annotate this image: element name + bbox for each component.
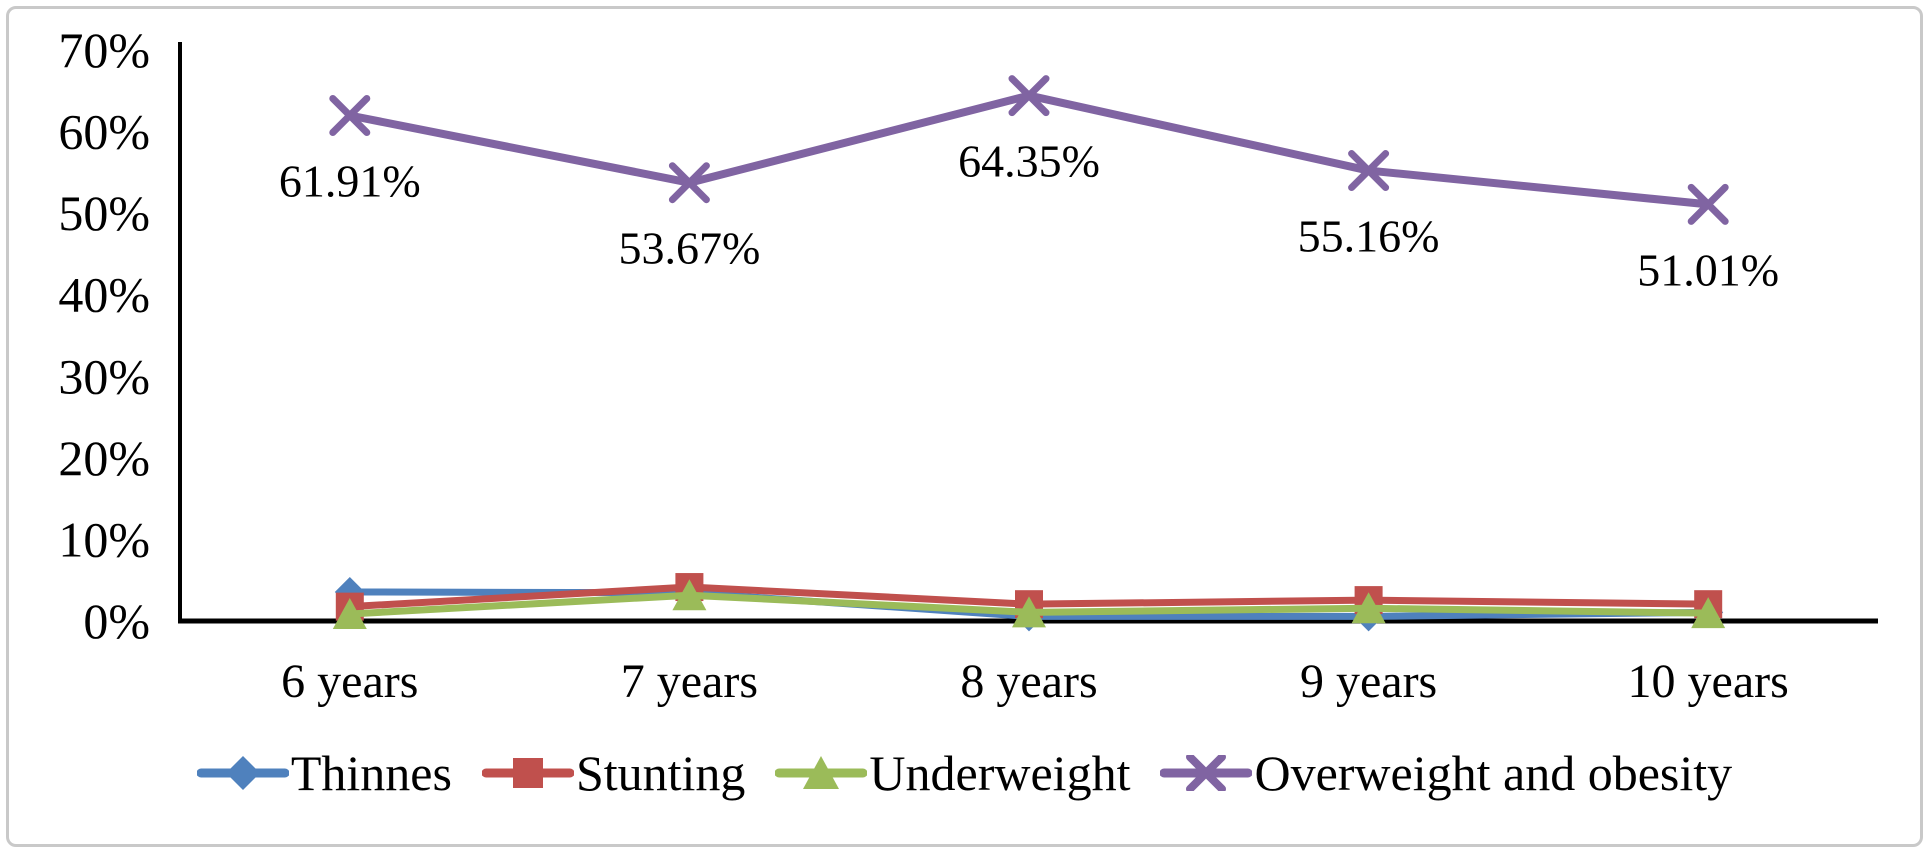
triangle-marker-icon bbox=[672, 579, 707, 611]
x-marker-icon bbox=[329, 94, 371, 136]
triangle-marker-icon bbox=[332, 597, 367, 629]
legend-label-overweight-obesity: Overweight and obesity bbox=[1254, 745, 1733, 801]
data-point-label: 55.16% bbox=[1298, 211, 1440, 262]
stunting-square-legend-icon bbox=[481, 758, 574, 788]
x-marker-icon bbox=[1186, 755, 1227, 791]
triangle-marker-icon bbox=[803, 756, 840, 789]
y-axis-tick-label: 40% bbox=[58, 267, 150, 323]
triangle-marker-icon bbox=[1691, 597, 1726, 629]
x-marker-icon bbox=[1008, 75, 1050, 117]
x-marker-icon bbox=[1687, 183, 1729, 225]
x-marker-icon bbox=[1348, 150, 1390, 192]
legend-label-underweight: Underweight bbox=[869, 745, 1131, 801]
data-point-label: 51.01% bbox=[1637, 244, 1779, 295]
y-axis-tick-label: 60% bbox=[58, 104, 150, 160]
x-axis-category-label: 9 years bbox=[1300, 655, 1437, 708]
x-marker-icon bbox=[668, 162, 710, 204]
y-axis-tick-label: 10% bbox=[58, 511, 150, 567]
x-axis-category-label: 10 years bbox=[1628, 655, 1789, 708]
y-axis-tick-label: 50% bbox=[58, 185, 150, 241]
thinnes-diamond-legend-icon bbox=[196, 756, 289, 790]
x-axis-category-label: 8 years bbox=[960, 655, 1097, 708]
legend-label-stunting: Stunting bbox=[575, 745, 746, 801]
legend-label-thinnes: Thinnes bbox=[290, 745, 452, 801]
diamond-marker-icon bbox=[225, 756, 260, 790]
data-point-label: 53.67% bbox=[618, 223, 760, 274]
legend-item-overweight-obesity: Overweight and obesity bbox=[1160, 748, 1732, 798]
x-axis-category-label: 7 years bbox=[621, 655, 758, 708]
underweight-triangle-legend-icon bbox=[775, 756, 868, 789]
square-marker-icon bbox=[512, 758, 543, 788]
chart-legend: Thinnes Stunting Underweight Overweight … bbox=[0, 748, 1929, 798]
y-axis-tick-label: 0% bbox=[83, 593, 150, 649]
data-point-label: 61.91% bbox=[279, 155, 421, 206]
y-axis-tick-label: 70% bbox=[58, 22, 150, 78]
x-axis-category-label: 6 years bbox=[281, 655, 418, 708]
y-axis-tick-label: 20% bbox=[58, 430, 150, 486]
triangle-marker-icon bbox=[1012, 596, 1046, 628]
legend-item-stunting: Stunting bbox=[481, 745, 746, 801]
data-point-label: 64.35% bbox=[958, 136, 1100, 187]
triangle-marker-icon bbox=[1351, 592, 1386, 624]
legend-item-underweight: Underweight bbox=[775, 748, 1130, 798]
chart-frame-border bbox=[6, 6, 1923, 847]
overweight-x-legend-icon bbox=[1160, 755, 1253, 791]
y-axis-tick-label: 30% bbox=[58, 348, 150, 404]
legend-item-thinnes: Thinnes bbox=[196, 745, 452, 801]
